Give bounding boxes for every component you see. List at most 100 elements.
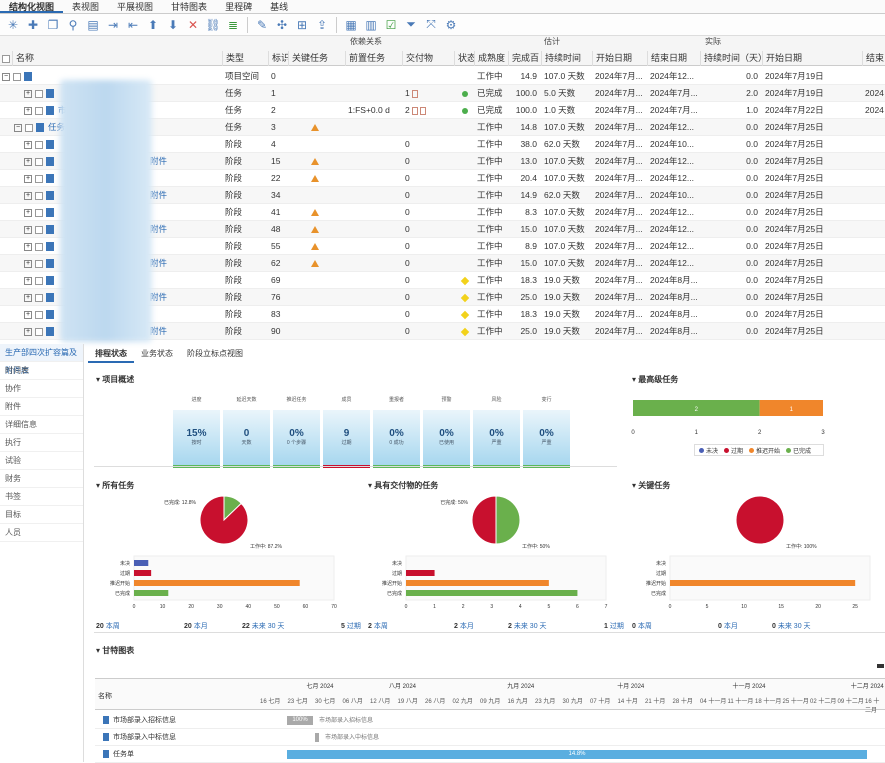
network-icon[interactable]: ⊞ <box>296 17 308 32</box>
bar-已完成[interactable] <box>633 400 760 416</box>
expand-toggle-icon[interactable]: + <box>24 259 32 268</box>
filter-icon[interactable]: ⏷ <box>406 17 416 31</box>
table-row[interactable]: + 附件 阶段 15 0 工作中 13.0 107.0 天数 2024年7月... 2024年12… <box>0 153 885 170</box>
table-row[interactable]: + 附件 阶段 62 0 工作中 15.0 107.0 天数 2024年7月... 2024年12… <box>0 255 885 272</box>
kpi-tile[interactable]: 风险 0% 严重 <box>473 397 520 468</box>
tool-icon[interactable]: ✣ <box>276 17 288 32</box>
gantt-bar[interactable]: 100% <box>287 716 313 725</box>
table-row[interactable]: + 附件 阶段 90 0 工作中 25.0 19.0 天数 2024年7月... 2024年8月.… <box>0 323 885 340</box>
row-checkbox[interactable] <box>35 242 43 251</box>
expand-toggle-icon[interactable]: + <box>24 106 32 115</box>
nav-item-9[interactable]: 目标 <box>0 506 83 524</box>
nav-item-10[interactable]: 人员 <box>0 524 83 542</box>
expand-toggle-icon[interactable]: + <box>24 225 32 234</box>
edit-icon[interactable]: ✎ <box>256 17 268 32</box>
expand-toggle-icon[interactable]: + <box>24 140 32 149</box>
col-header-11[interactable]: 结束日期 <box>647 51 700 66</box>
expand-toggle-icon[interactable]: + <box>24 327 32 336</box>
nav-item-4[interactable]: 详细信息 <box>0 416 83 434</box>
row-checkbox[interactable] <box>35 157 43 166</box>
summary-link[interactable]: 0 本月 <box>718 621 738 631</box>
nav-item-3[interactable]: 附件 <box>0 398 83 416</box>
col-header-2[interactable]: 标识 <box>268 51 288 66</box>
summary-label[interactable]: 本周 <box>637 623 652 630</box>
kpi-tile[interactable]: 延迟天数 0 天数 <box>223 397 270 468</box>
col-header-8[interactable]: 完成百 <box>508 51 541 66</box>
gantt-bar[interactable]: 14.8% <box>287 750 867 759</box>
row-checkbox[interactable] <box>35 276 43 285</box>
summary-label[interactable]: 过期 <box>346 623 361 630</box>
add-icon[interactable]: ✚ <box>27 17 39 32</box>
nav-item-1[interactable]: 时间表 <box>0 362 83 380</box>
summary-link[interactable]: 5 过期 <box>341 621 361 631</box>
row-checkbox[interactable] <box>35 293 43 302</box>
expand-toggle-icon[interactable]: + <box>24 89 32 98</box>
summary-link[interactable]: 0 本周 <box>632 621 652 631</box>
row-checkbox[interactable] <box>35 174 43 183</box>
grid-icon[interactable]: ▦ <box>345 17 357 32</box>
summary-label[interactable]: 本月 <box>459 623 474 630</box>
nav-item-7[interactable]: 财务 <box>0 470 83 488</box>
table-row[interactable]: + 阶段 4 0 工作中 38.0 62.0 天数 2024年7月... 2024年10... 0… <box>0 136 885 153</box>
nav-item-8[interactable]: 书签 <box>0 488 83 506</box>
doc-icon[interactable]: ▤ <box>87 17 99 32</box>
document-icon[interactable] <box>411 89 418 98</box>
nav-item-6[interactable]: 试验 <box>0 452 83 470</box>
summary-link[interactable]: 2 未来 30 天 <box>508 621 547 631</box>
row-checkbox[interactable] <box>35 191 43 200</box>
nav-item-5[interactable]: 执行 <box>0 434 83 452</box>
row-checkbox[interactable] <box>35 208 43 217</box>
table-row[interactable]: + 阶段 83 0 工作中 18.3 19.0 天数 2024年7月... 2024年8月...… <box>0 306 885 323</box>
pie-slice[interactable] <box>495 495 521 545</box>
table-row[interactable]: + 附件 阶段 76 0 工作中 25.0 19.0 天数 2024年7月... 2024年8月.… <box>0 289 885 306</box>
col-header-12[interactable]: 持续时间（天） <box>700 51 762 66</box>
table-row[interactable]: + 阶段 22 0 工作中 20.4 107.0 天数 2024年7月... 2024年12..… <box>0 170 885 187</box>
col-header-0[interactable]: 名称 <box>12 51 222 66</box>
baseline-icon[interactable]: ≣ <box>227 17 239 32</box>
task-name[interactable]: 附件 <box>150 224 168 234</box>
row-checkbox[interactable] <box>35 89 43 98</box>
bar-已完成[interactable] <box>406 590 578 596</box>
bar-过期[interactable] <box>134 570 152 576</box>
summary-label[interactable]: 过期 <box>609 623 624 630</box>
kpi-tile[interactable]: 推迟任务 0% 0 个步骤 <box>273 397 320 468</box>
summary-link[interactable]: 20 本周 <box>96 621 120 631</box>
col-header-9[interactable]: 持续时间 <box>541 51 592 66</box>
summary-label[interactable]: 本周 <box>105 623 120 630</box>
table-row[interactable]: − 项目空间 0 工作中 14.9 107.0 天数 2024年7月... 2024年12..… <box>0 68 885 85</box>
row-checkbox[interactable] <box>13 72 21 81</box>
pie-slice[interactable] <box>471 495 497 545</box>
kpi-tile[interactable]: 重报者 0% 0 成功 <box>373 397 420 468</box>
row-checkbox[interactable] <box>35 140 43 149</box>
tab-5[interactable]: 基线 <box>270 2 289 12</box>
delete-icon[interactable]: ✕ <box>187 17 199 32</box>
link-icon[interactable]: ⛓ <box>205 17 221 32</box>
expand-toggle-icon[interactable]: + <box>24 293 32 302</box>
sparkle-icon[interactable]: ✳ <box>7 17 19 32</box>
summary-link[interactable]: 1 过期 <box>604 621 624 631</box>
gantt-task-name[interactable]: 任务单 <box>113 751 134 758</box>
summary-label[interactable]: 未来 30 天 <box>251 623 285 630</box>
columns-icon[interactable]: ▥ <box>365 17 377 32</box>
summary-label[interactable]: 本月 <box>723 623 738 630</box>
summary-label[interactable]: 本周 <box>373 623 388 630</box>
tab-1[interactable]: 表视图 <box>72 2 100 12</box>
kpi-tile[interactable]: 进度 15% 按时 <box>173 397 220 468</box>
row-checkbox[interactable] <box>35 106 43 115</box>
sub-tab-1[interactable]: 业务状态 <box>141 349 173 358</box>
bar-推迟开始[interactable] <box>759 400 823 416</box>
expand-toggle-icon[interactable]: + <box>24 310 32 319</box>
tab-4[interactable]: 里程碑 <box>225 2 253 12</box>
col-header-13[interactable]: 开始日期 <box>762 51 862 66</box>
summary-link[interactable]: 20 本月 <box>184 621 208 631</box>
col-header-10[interactable]: 开始日期 <box>592 51 647 66</box>
col-header-7[interactable]: 成熟度 <box>474 51 508 66</box>
gantt-menu-icon[interactable] <box>877 664 884 668</box>
tab-0[interactable]: 结构化视图 <box>0 0 64 13</box>
bar-推迟开始[interactable] <box>406 580 549 586</box>
kpi-tile[interactable]: 变行 0% 严重 <box>523 397 570 468</box>
table-row[interactable]: + 阶段 69 0 工作中 18.3 19.0 天数 2024年7月... 2024年8月...… <box>0 272 885 289</box>
col-header-4[interactable]: 前置任务 <box>345 51 402 66</box>
task-name[interactable]: 附件 <box>150 326 168 336</box>
nav-item-0[interactable]: 生产部四次扩容篇及附件库 <box>0 344 83 375</box>
